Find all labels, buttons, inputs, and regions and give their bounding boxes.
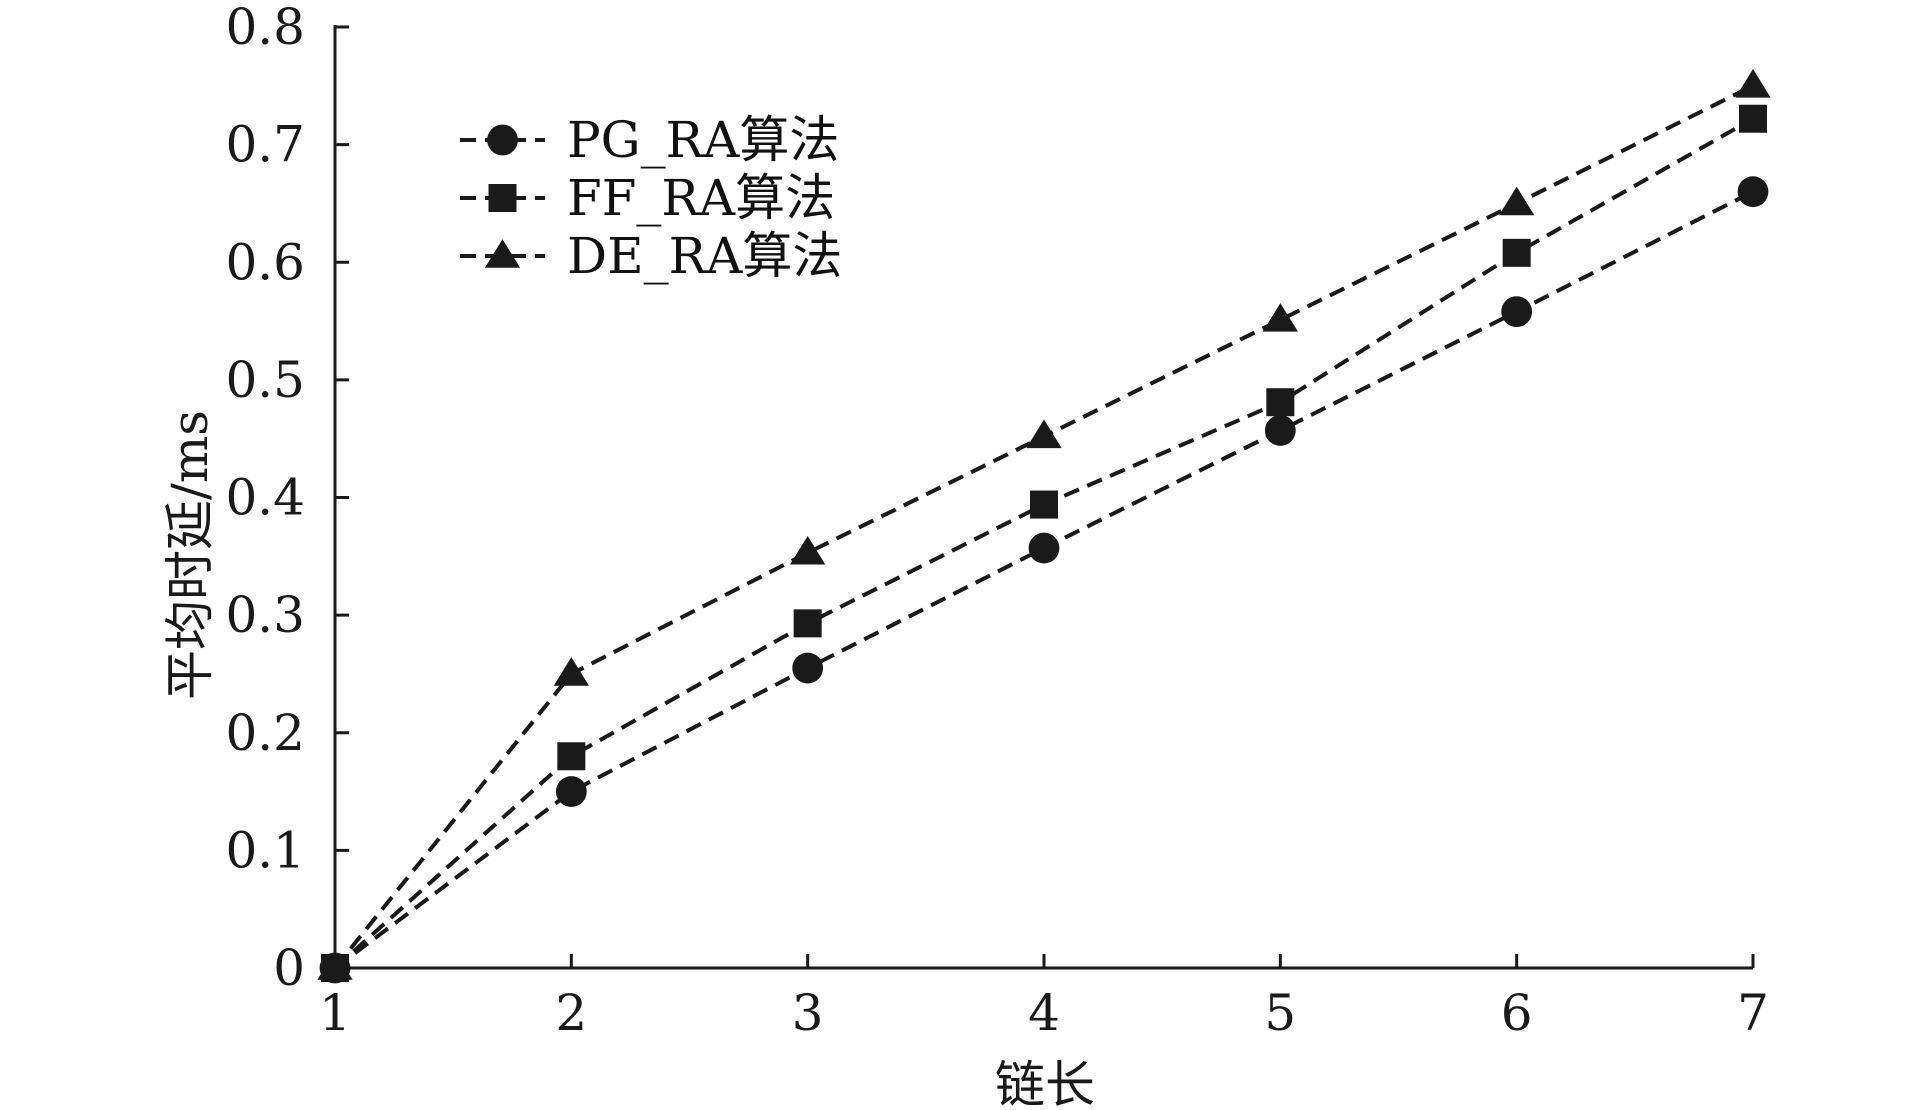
x-tick-label: 6 [1501,984,1533,1042]
data-point-square [793,609,822,638]
legend-entry: FF_RA算法 [460,169,835,227]
data-point-square [557,742,586,771]
data-point-square [1739,104,1767,133]
series-lines [317,69,1771,984]
series-line [333,189,1754,970]
x-tick-label: 3 [792,984,824,1042]
data-point-triangle [1735,69,1771,98]
y-tick-label: 0.4 [225,469,305,527]
y-tick-label: 0.3 [225,586,305,644]
y-tick-label: 0.1 [225,821,305,879]
data-point-triangle [1499,186,1535,216]
y-tick-label: 0 [273,939,305,997]
data-point-triangle [1026,419,1062,449]
data-point-square [1266,388,1295,417]
x-axis-title: 链长 [995,1056,1095,1110]
y-axis-title: 平均时延/ms [161,410,219,700]
x-tick-label: 5 [1264,984,1296,1042]
legend-label: DE_RA算法 [567,227,842,285]
data-point-circle [1737,176,1769,208]
y-tick-label: 0.2 [225,704,305,762]
x-tick-label: 4 [1028,984,1060,1042]
data-point-square [1502,238,1531,267]
legend-marker-square [488,184,517,212]
legend-marker-circle [487,124,518,156]
data-point-triangle [553,657,589,686]
legend-entry: DE_RA算法 [460,227,842,285]
y-tick-label: 0.5 [225,351,305,409]
series-line [333,84,1754,970]
ticks: 0 0.1 0.2 0.3 0.4 0.5 0.6 0.7 0.8 1 2 3 4 5 6 7 [225,0,1768,1042]
x-tick-label: 7 [1737,984,1769,1042]
data-point-triangle [790,535,826,565]
legend-marker-triangle [484,239,521,268]
data-point-circle [1264,415,1296,446]
y-tick-label: 0.7 [225,116,305,174]
x-tick-label: 1 [319,984,351,1042]
data-point-circle [1501,296,1533,328]
series-triangle [317,69,1771,980]
y-tick-label: 0.8 [225,0,305,56]
series-circle [319,176,1769,984]
data-point-circle [1028,532,1060,564]
y-tick-label: 0.6 [225,233,305,291]
legend-label: FF_RA算法 [567,169,835,227]
data-point-triangle [317,951,353,980]
data-point-square [1030,490,1058,519]
data-point-circle [792,652,824,684]
data-point-triangle [1262,303,1298,332]
data-point-circle [555,776,587,807]
legend-label: PG_RA算法 [567,111,839,169]
legend-entry: PG_RA算法 [460,111,839,169]
x-tick-label: 2 [555,984,587,1042]
